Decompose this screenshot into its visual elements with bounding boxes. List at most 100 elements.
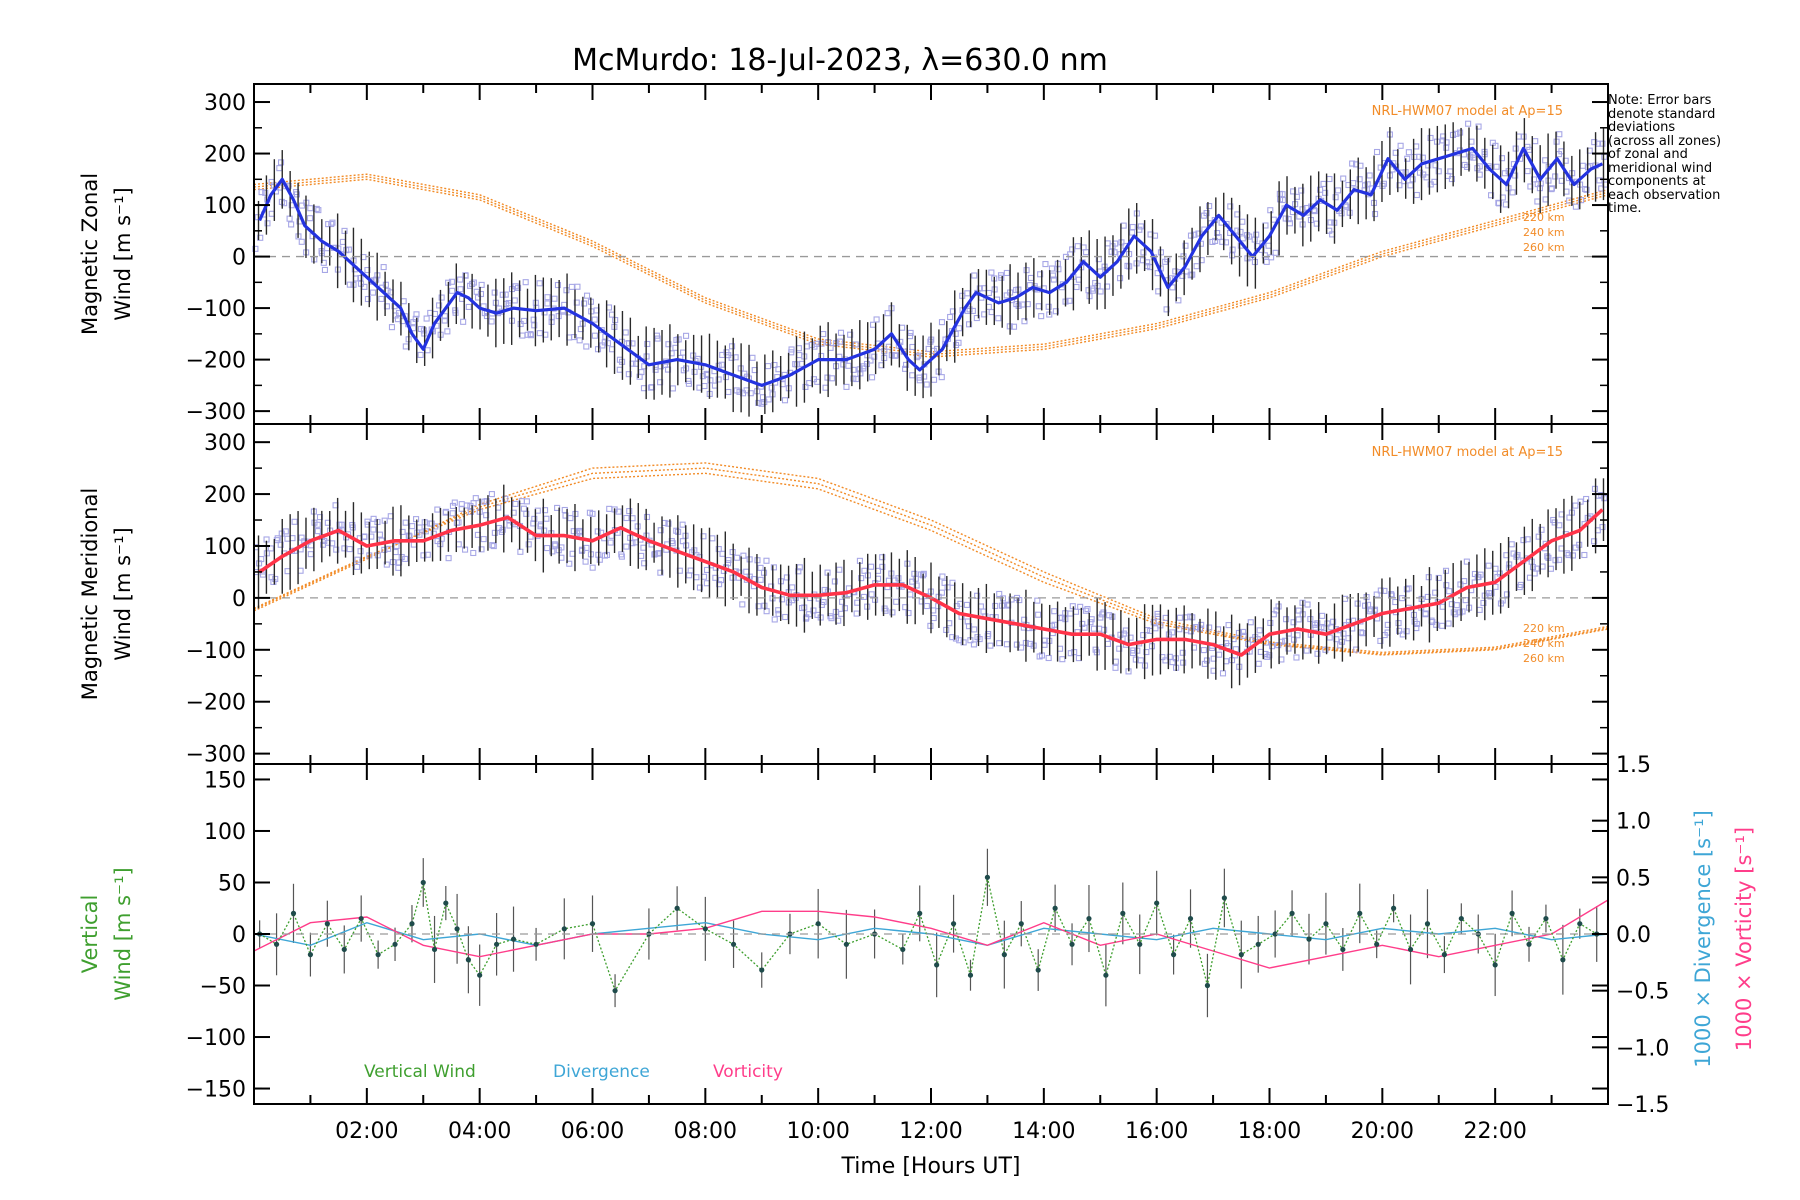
zone-sample-point [673, 527, 680, 534]
zone-sample-point [1530, 176, 1538, 183]
y-tick-label: −150 [186, 1078, 246, 1103]
zone-sample-point [1219, 670, 1227, 677]
zone-sample-point [444, 328, 451, 335]
x-tick-label: 20:00 [1351, 1119, 1414, 1144]
zone-sample-point [314, 521, 321, 528]
zone-sample-point [1045, 303, 1052, 310]
y-tick-label: 300 [204, 91, 246, 116]
zone-sample-point [357, 548, 364, 555]
zone-sample-point [264, 220, 271, 227]
zone-sample-point [683, 332, 690, 339]
note-line: each observation [1608, 187, 1721, 203]
zone-sample-point [1439, 622, 1446, 629]
zone-sample-point [1514, 551, 1521, 559]
x-tick-label: 10:00 [786, 1119, 849, 1144]
vertical-wind-point [702, 926, 708, 932]
zone-sample-point [911, 570, 918, 577]
zone-sample-point [1364, 181, 1371, 188]
zone-sample-point [1077, 603, 1084, 610]
y-tick-label: 100 [204, 535, 246, 560]
zone-sample-point [1152, 625, 1159, 632]
note-line: meridional wind [1608, 160, 1713, 176]
zone-sample-point [448, 278, 456, 285]
zone-sample-point [771, 616, 778, 623]
meridional-wind-panel: 300 200 100 0 −100 −200 −300 Magnetic Meridion… [78, 423, 1609, 768]
zone-sample-point [820, 598, 827, 606]
zone-sample-point [638, 552, 645, 559]
zone-sample-point [581, 300, 588, 307]
zone-sample-point [778, 596, 786, 603]
zone-sample-point [284, 535, 291, 542]
zone-sample-point [1206, 624, 1213, 631]
zone-sample-point [1563, 550, 1570, 557]
zone-sample-point [1459, 608, 1466, 615]
zone-sample-point [902, 361, 910, 368]
altitude-label-220: 220 km [1523, 211, 1565, 224]
zone-sample-point [920, 570, 927, 577]
zone-sample-point [1512, 145, 1519, 152]
note-line: denote standard [1608, 106, 1716, 122]
zone-sample-point [755, 603, 762, 610]
zone-sample-point [596, 556, 603, 563]
y-tick-label: 0 [232, 923, 246, 948]
zone-sample-point [1179, 272, 1186, 279]
zone-sample-point [472, 495, 479, 502]
zone-sample-point [654, 335, 661, 342]
zone-sample-point [329, 219, 336, 226]
zone-sample-point [1542, 157, 1549, 164]
zone-sample-point [976, 636, 983, 643]
zone-sample-point [1179, 649, 1186, 656]
model-label: NRL-HWM07 model at Ap=15 [1372, 445, 1563, 460]
zone-sample-point [1338, 210, 1345, 217]
zone-sample-point [618, 551, 625, 558]
zone-sample-point [402, 519, 409, 526]
zone-sample-point [291, 518, 298, 525]
zone-sample-point [512, 500, 519, 507]
zone-sample-point [262, 189, 269, 196]
zone-sample-point [1099, 611, 1106, 618]
vertical-wind-point [900, 946, 906, 953]
zone-sample-point [707, 377, 714, 384]
zone-sample-point [1356, 176, 1363, 183]
vertical-wind-point [465, 957, 471, 963]
zone-sample-point [1508, 541, 1515, 548]
zone-sample-point [1265, 242, 1272, 249]
zone-sample-point [1343, 203, 1350, 210]
zone-sample-point [796, 564, 803, 571]
zone-sample-point [870, 321, 877, 328]
vertical-wind-point [950, 921, 957, 927]
vertical-wind-point [1509, 910, 1515, 916]
zone-sample-point [424, 347, 431, 354]
zone-sample-point [881, 348, 888, 355]
zone-sample-point [1599, 523, 1606, 531]
zone-sample-point [640, 544, 647, 551]
vertical-wind-point [420, 879, 426, 886]
zone-sample-point [460, 318, 467, 325]
zone-sample-point [470, 549, 477, 557]
zone-sample-point [1112, 664, 1119, 671]
zone-sample-point [1136, 226, 1143, 233]
zone-sample-point [1075, 276, 1082, 283]
zone-sample-point [1097, 268, 1104, 275]
zone-sample-point [1407, 182, 1414, 189]
zone-sample-point [1100, 609, 1107, 616]
zone-sample-point [1524, 536, 1531, 543]
zone-sample-point [796, 352, 803, 359]
zone-sample-point [1304, 601, 1311, 608]
zone-sample-point [764, 363, 772, 370]
zone-sample-point [1599, 140, 1606, 147]
zone-sample-point [873, 316, 880, 323]
zone-sample-point [1137, 223, 1145, 230]
zone-sample-point [1463, 558, 1470, 565]
zone-sample-point [491, 529, 498, 536]
zone-sample-point [1371, 606, 1379, 613]
zone-sample-point [1524, 168, 1531, 175]
zone-sample-point [277, 541, 284, 548]
zone-sample-point [995, 315, 1002, 322]
y2-tick-label: 1.5 [1616, 753, 1651, 778]
zone-sample-point [1037, 271, 1044, 278]
zone-sample-point [409, 523, 416, 530]
vertical-wind-point [934, 962, 940, 968]
zone-sample-point [771, 361, 778, 369]
zone-sample-point [1069, 246, 1076, 253]
